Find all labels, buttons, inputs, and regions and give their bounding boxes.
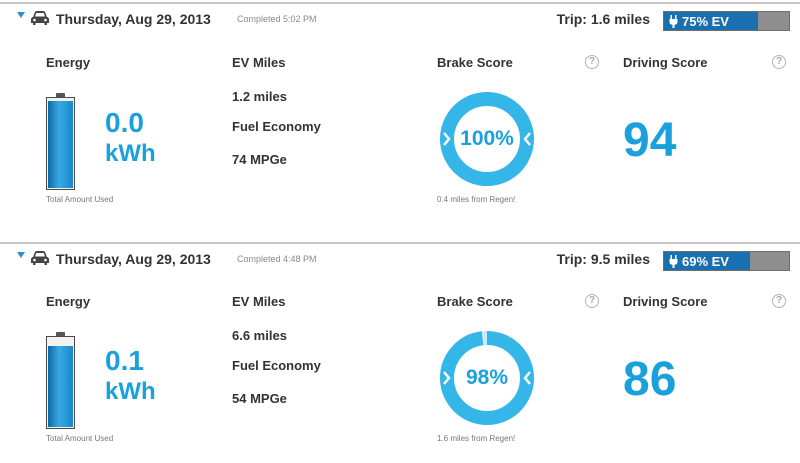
divider: [0, 242, 800, 244]
battery-gauge: [46, 93, 75, 191]
fuel-economy-title: Fuel Economy: [232, 119, 321, 134]
energy-unit: kWh: [105, 140, 156, 167]
brake-score-value: 100%: [460, 127, 514, 150]
completed-time: Completed 5:02 PM: [237, 14, 317, 24]
battery-gauge: [46, 332, 75, 430]
ev-percent-bar: 75% EV: [663, 11, 790, 31]
battery-fill: [48, 346, 73, 427]
trip-distance: Trip: 1.6 miles: [556, 11, 650, 27]
car-icon: [31, 11, 49, 25]
fuel-economy-value: 74 MPGe: [232, 152, 287, 167]
trip-distance: Trip: 9.5 miles: [556, 251, 650, 267]
energy-unit: kWh: [105, 378, 156, 405]
brake-score-value: 98%: [465, 366, 509, 389]
ev-miles-title: EV Miles: [232, 294, 286, 309]
trip-header[interactable]: Thursday, Aug 29, 2013 Completed 5:02 PM…: [0, 4, 800, 34]
brake-score-ring: [440, 331, 534, 425]
completed-time: Completed 4:48 PM: [237, 254, 317, 264]
brake-score-gauge: 100%: [437, 89, 537, 189]
ev-miles-title: EV Miles: [232, 55, 286, 70]
ev-percent-label: 75% EV: [682, 14, 729, 29]
car-icon: [31, 251, 49, 265]
fuel-economy-title: Fuel Economy: [232, 358, 321, 373]
brake-score-title: Brake Score: [437, 55, 513, 70]
ev-percent-label: 69% EV: [682, 254, 729, 269]
divider: [0, 2, 800, 4]
brake-score-help-icon[interactable]: ?: [585, 294, 599, 308]
driving-score-help-icon[interactable]: ?: [772, 294, 786, 308]
ev-miles-value: 1.2 miles: [232, 89, 287, 104]
battery-fill: [48, 101, 73, 188]
plug-icon: [669, 255, 678, 268]
driving-score-title: Driving Score: [623, 294, 708, 309]
trip-header[interactable]: Thursday, Aug 29, 2013 Completed 4:48 PM…: [0, 244, 800, 274]
ev-percent-bar: 69% EV: [663, 251, 790, 271]
driving-score-title: Driving Score: [623, 55, 708, 70]
energy-caption: Total Amount Used: [46, 434, 114, 443]
energy-value: 0.0: [105, 107, 144, 138]
brake-score-help-icon[interactable]: ?: [585, 55, 599, 69]
regen-caption: 1.6 miles from Regen!: [437, 434, 516, 443]
energy-title: Energy: [46, 55, 91, 70]
driving-score-value: 86: [623, 353, 677, 406]
energy-title: Energy: [46, 294, 91, 309]
ev-miles-value: 6.6 miles: [232, 328, 287, 343]
regen-caption: 0.4 miles from Regen!: [437, 195, 516, 204]
driving-score-value: 94: [623, 114, 677, 167]
triangle-down-icon[interactable]: [17, 252, 25, 258]
brake-score-gauge: 98%: [437, 328, 537, 428]
trip-card-2: Thursday, Aug 29, 2013 Completed 4:48 PM…: [0, 240, 800, 463]
trip-card-1: Thursday, Aug 29, 2013 Completed 5:02 PM…: [0, 2, 800, 204]
brake-score-title: Brake Score: [437, 294, 513, 309]
triangle-down-icon[interactable]: [17, 12, 25, 18]
ev-percent-fill: [664, 252, 751, 270]
driving-score-help-icon[interactable]: ?: [772, 55, 786, 69]
trip-date: Thursday, Aug 29, 2013: [56, 11, 211, 27]
energy-caption: Total Amount Used: [46, 195, 114, 204]
brake-score-ring: [440, 92, 534, 186]
trip-date: Thursday, Aug 29, 2013: [56, 251, 211, 267]
plug-icon: [669, 15, 678, 28]
fuel-economy-value: 54 MPGe: [232, 391, 287, 406]
energy-value: 0.1: [105, 345, 144, 376]
ev-percent-fill: [664, 12, 758, 30]
